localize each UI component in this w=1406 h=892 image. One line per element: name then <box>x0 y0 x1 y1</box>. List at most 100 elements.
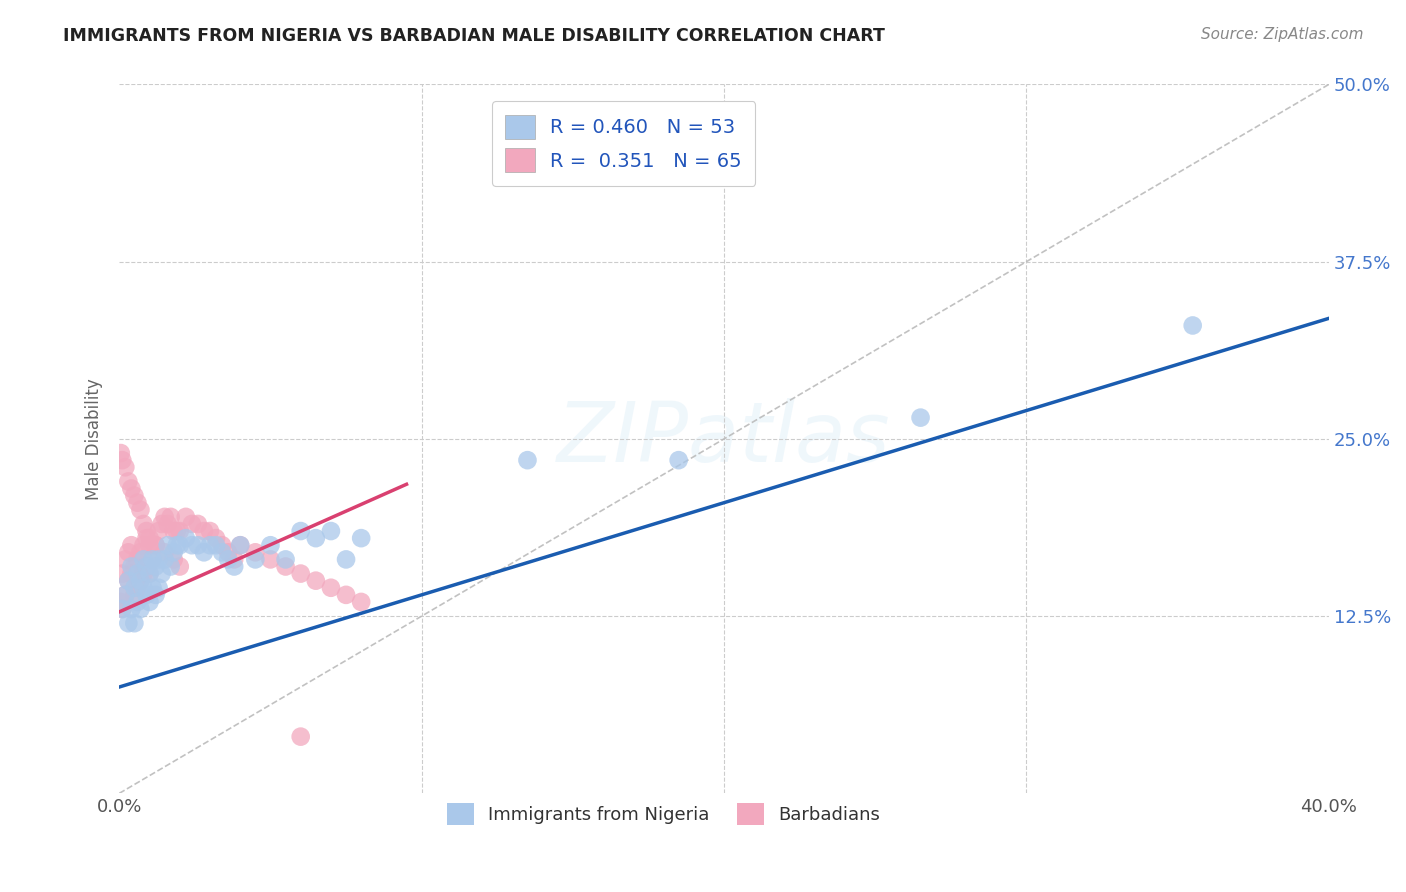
Point <box>516 453 538 467</box>
Point <box>145 588 167 602</box>
Point <box>120 602 142 616</box>
Point <box>111 453 134 467</box>
Point <box>245 545 267 559</box>
Point <box>211 545 233 559</box>
Point <box>180 516 202 531</box>
Point <box>198 524 221 538</box>
Point <box>117 475 139 489</box>
Point <box>120 559 142 574</box>
Point <box>166 538 188 552</box>
Point <box>335 588 357 602</box>
Point <box>120 538 142 552</box>
Point <box>111 602 134 616</box>
Point <box>205 531 228 545</box>
Point <box>141 552 163 566</box>
Point <box>114 588 136 602</box>
Point <box>229 538 252 552</box>
Point <box>120 482 142 496</box>
Point <box>111 602 134 616</box>
Point <box>148 552 170 566</box>
Point <box>1181 318 1204 333</box>
Point <box>114 588 136 602</box>
Point <box>150 566 173 581</box>
Point <box>319 524 342 538</box>
Point <box>169 524 191 538</box>
Point <box>259 538 281 552</box>
Point <box>259 552 281 566</box>
Point <box>163 524 186 538</box>
Point <box>290 730 312 744</box>
Point <box>124 581 146 595</box>
Point <box>350 595 373 609</box>
Point <box>229 538 252 552</box>
Point <box>138 566 160 581</box>
Point <box>120 566 142 581</box>
Y-axis label: Male Disability: Male Disability <box>86 378 103 500</box>
Point <box>127 566 149 581</box>
Point <box>124 559 146 574</box>
Point <box>350 531 373 545</box>
Point <box>117 574 139 588</box>
Point <box>138 531 160 545</box>
Point <box>159 509 181 524</box>
Text: Source: ZipAtlas.com: Source: ZipAtlas.com <box>1201 27 1364 42</box>
Point <box>127 552 149 566</box>
Point <box>138 566 160 581</box>
Point <box>187 516 209 531</box>
Point <box>159 559 181 574</box>
Point <box>132 566 155 581</box>
Point <box>127 595 149 609</box>
Point <box>163 552 186 566</box>
Point <box>141 552 163 566</box>
Point <box>319 581 342 595</box>
Point <box>127 581 149 595</box>
Point <box>148 524 170 538</box>
Point <box>145 559 167 574</box>
Point <box>117 574 139 588</box>
Point <box>174 531 197 545</box>
Point <box>148 581 170 595</box>
Point <box>166 524 188 538</box>
Point <box>217 545 239 559</box>
Point <box>153 552 176 566</box>
Point <box>335 552 357 566</box>
Point <box>129 602 152 616</box>
Point <box>305 574 328 588</box>
Point <box>169 538 191 552</box>
Point <box>156 516 179 531</box>
Point <box>135 559 157 574</box>
Point <box>217 552 239 566</box>
Point <box>198 538 221 552</box>
Point <box>114 552 136 566</box>
Point <box>145 538 167 552</box>
Point <box>132 538 155 552</box>
Text: ZIPatlas: ZIPatlas <box>557 399 891 479</box>
Point <box>290 524 312 538</box>
Point <box>150 516 173 531</box>
Point <box>305 531 328 545</box>
Point <box>135 559 157 574</box>
Point <box>224 559 246 574</box>
Point <box>163 545 186 559</box>
Point <box>211 538 233 552</box>
Point <box>153 509 176 524</box>
Point <box>156 538 179 552</box>
Point <box>169 559 191 574</box>
Point <box>129 503 152 517</box>
Point <box>135 588 157 602</box>
Point <box>124 616 146 631</box>
Point <box>138 595 160 609</box>
Point <box>127 496 149 510</box>
Point <box>132 516 155 531</box>
Point <box>193 545 215 559</box>
Point <box>174 509 197 524</box>
Point <box>110 446 132 460</box>
Text: IMMIGRANTS FROM NIGERIA VS BARBADIAN MALE DISABILITY CORRELATION CHART: IMMIGRANTS FROM NIGERIA VS BARBADIAN MAL… <box>63 27 886 45</box>
Point <box>117 545 139 559</box>
Point <box>129 574 152 588</box>
Point <box>668 453 690 467</box>
Point <box>153 545 176 559</box>
Point <box>129 574 152 588</box>
Point <box>224 552 246 566</box>
Point <box>274 552 297 566</box>
